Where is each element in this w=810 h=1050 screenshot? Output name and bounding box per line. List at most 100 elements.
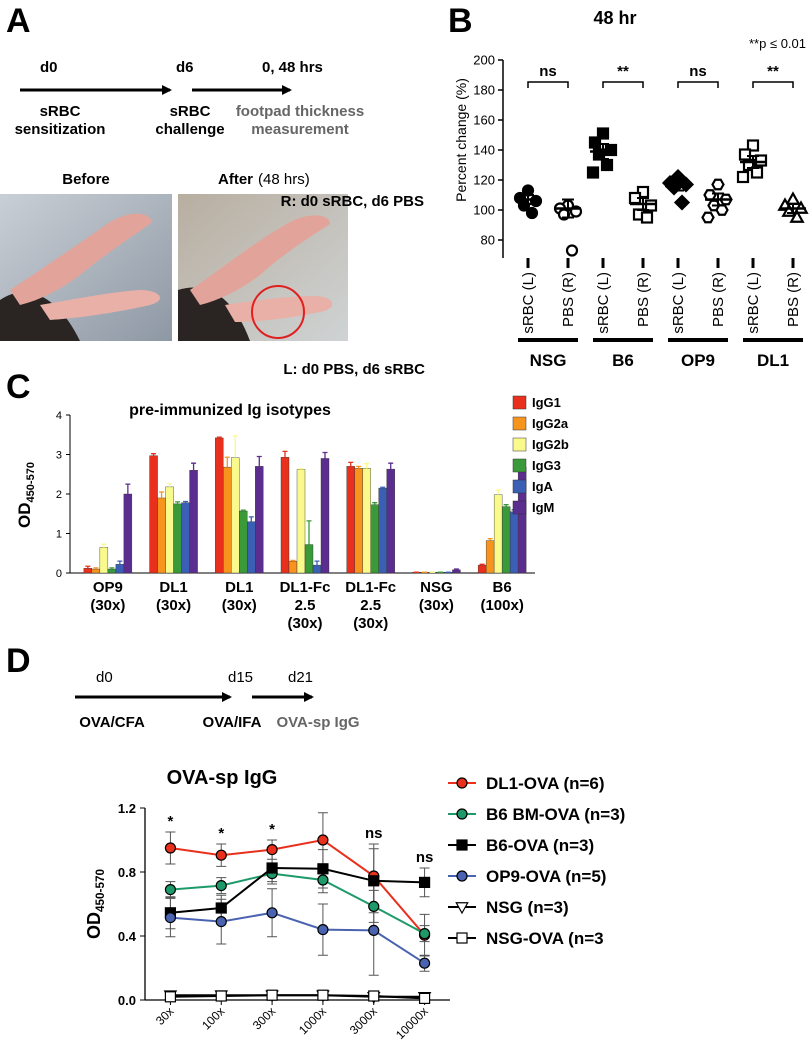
marker xyxy=(736,170,750,184)
error-bar xyxy=(298,468,304,470)
marker xyxy=(596,127,610,140)
y-tick-label: 140 xyxy=(473,143,495,158)
error-bar xyxy=(487,537,493,541)
bar xyxy=(386,468,395,574)
group-label: OP9 xyxy=(681,351,715,370)
group-label: NSG xyxy=(530,351,567,370)
x-tick-label: B6 xyxy=(493,579,512,596)
legend-swatch xyxy=(512,416,527,431)
error-bar xyxy=(356,465,362,469)
photo-note: L: d0 PBS, d6 sRBC xyxy=(283,361,425,378)
timeline-event: OVA/IFA xyxy=(203,714,262,731)
y-axis-label-main: OD xyxy=(15,503,34,529)
bar xyxy=(107,568,117,574)
marker xyxy=(418,927,431,940)
y-axis-label: Percent change (%) xyxy=(453,78,469,202)
significance: * xyxy=(167,813,173,830)
error-bar xyxy=(85,565,91,569)
bar xyxy=(99,547,109,574)
error-bar xyxy=(562,198,574,219)
marker xyxy=(789,209,805,223)
line xyxy=(170,838,426,936)
y-tick-label: 3 xyxy=(56,450,62,462)
marker xyxy=(164,883,177,896)
group-bar xyxy=(593,338,653,342)
x-tick-label: sRBC (L) xyxy=(745,272,762,334)
error-bar xyxy=(183,500,189,503)
error-bar xyxy=(672,180,684,192)
marker xyxy=(715,204,729,216)
marker xyxy=(586,166,600,179)
marker xyxy=(215,902,227,914)
legend-swatch xyxy=(512,395,527,410)
x-tick-label: 10000x xyxy=(393,1004,431,1042)
y-tick-label: 0.4 xyxy=(118,929,137,944)
photo-label: After (48 hrs) xyxy=(218,171,310,188)
marker xyxy=(604,143,618,157)
error-bar xyxy=(372,502,378,505)
marker xyxy=(456,870,468,882)
marker xyxy=(215,849,227,861)
x-tick-label: 300x xyxy=(250,1004,278,1032)
marker xyxy=(456,808,468,820)
marker xyxy=(266,907,278,919)
x-tick-label: (100x) xyxy=(480,597,523,614)
photo-after xyxy=(178,194,348,341)
y-axis-label: OD450-570 xyxy=(15,462,37,528)
timeline-day: d15 xyxy=(228,669,253,686)
bar xyxy=(149,455,158,574)
error-bar xyxy=(747,155,759,169)
bar xyxy=(123,493,133,574)
bar xyxy=(296,469,306,574)
y-tick-label: 4 xyxy=(56,410,62,422)
x-tick-label: (30x) xyxy=(419,597,454,614)
bar xyxy=(115,564,125,574)
bar xyxy=(304,544,314,574)
legend-label: DL1-OVA (n=6) xyxy=(486,774,605,793)
significance: * xyxy=(218,825,224,842)
marker xyxy=(164,911,177,924)
marker xyxy=(215,990,227,1002)
legend-label: IgG1 xyxy=(532,395,561,410)
x-tick-label: 100x xyxy=(199,1004,227,1032)
photo-label-main: After xyxy=(218,171,253,188)
error-bar xyxy=(282,450,288,458)
legend-label: NSG-OVA (n=3 xyxy=(486,929,604,948)
marker xyxy=(600,158,614,172)
error-bar xyxy=(787,203,799,214)
x-tick-label: (30x) xyxy=(353,615,388,632)
marker xyxy=(456,839,468,851)
y-tick-label: 160 xyxy=(473,113,495,128)
bar xyxy=(509,511,519,574)
error-bar xyxy=(256,455,262,467)
y-axis-label-main: OD xyxy=(84,912,104,939)
x-tick-label: 30x xyxy=(153,1004,177,1028)
y-tick-label: 0.0 xyxy=(118,993,136,1008)
timeline-event: sRBC xyxy=(170,103,211,120)
bar xyxy=(485,540,495,574)
legend-label: B6 BM-OVA (n=3) xyxy=(486,805,625,824)
marker xyxy=(215,879,227,892)
error-bar xyxy=(216,436,222,438)
timeline-event: sensitization xyxy=(15,121,106,138)
error-bar xyxy=(159,491,165,498)
legend-swatch xyxy=(512,479,527,494)
marker xyxy=(368,924,380,937)
marker xyxy=(266,862,278,874)
error-bar xyxy=(637,197,649,211)
bar xyxy=(255,466,264,574)
error-bar xyxy=(380,486,386,489)
photo-note: R: d0 sRBC, d6 PBS xyxy=(281,193,424,210)
y-tick-label: 100 xyxy=(473,203,495,218)
bar xyxy=(288,560,298,574)
error-bar xyxy=(232,435,238,458)
significance-bracket xyxy=(677,81,719,88)
error-bar xyxy=(224,456,230,468)
marker xyxy=(164,991,177,1003)
error-bar xyxy=(167,483,173,487)
legend-label: IgA xyxy=(532,479,554,494)
x-tick-label: PBS (R) xyxy=(710,272,727,327)
error-bar xyxy=(93,567,99,570)
annotation: **p ≤ 0.01 xyxy=(749,36,806,51)
bar xyxy=(215,437,224,574)
